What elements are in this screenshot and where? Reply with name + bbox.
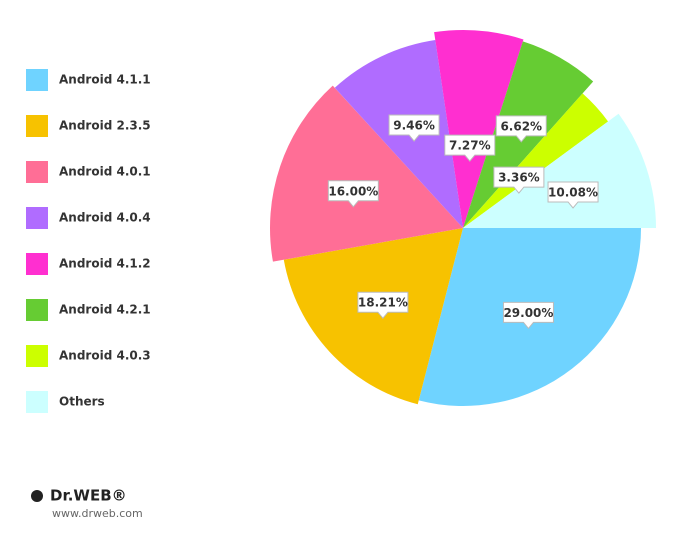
logo: Dr.WEB® www.drweb.com [31,487,143,520]
value-label: 6.62% [500,119,542,133]
brand: Dr.WEB® [50,487,127,505]
label-box [493,166,545,194]
legend-swatch [26,161,48,183]
label-box [327,180,379,208]
legend-swatch [26,253,48,275]
label-box [357,291,409,320]
slice [283,228,463,405]
slice [463,113,656,228]
label-box [502,301,554,330]
legend-swatch [26,207,48,229]
legend-swatch [26,115,48,137]
value-label: 3.36% [498,171,540,185]
legend-label: Android 4.0.1 [59,165,151,179]
legend-label: Android 4.0.3 [59,349,151,363]
legend-swatch [26,345,48,367]
label-box [388,114,440,142]
legend-label: Android 2.3.5 [59,119,151,133]
legend-label: Others [59,395,105,409]
legend-label: Android 4.2.1 [59,303,151,317]
label-box [495,115,547,143]
legend-label: Android 4.1.1 [59,73,151,87]
value-label: 10.08% [548,185,598,199]
label-box [547,181,599,209]
value-label: 16.00% [328,184,378,198]
url: www.drweb.com [52,507,143,520]
legend-swatch [26,299,48,321]
legend-swatch [26,69,48,91]
slice [270,85,463,262]
value-label: 9.46% [393,119,435,133]
logo-icon [31,490,43,502]
value-label: 18.21% [358,296,408,310]
value-labels: 29.00% 18.21% 16.00% 9.46% 7.27% 6.62% 3.36% 10… [327,114,599,330]
value-label: 7.27% [449,139,491,153]
value-label: 29.00% [503,306,553,320]
slice [434,29,524,228]
pie [270,29,656,407]
legend-swatch [26,391,48,413]
legend-label: Android 4.1.2 [59,257,151,271]
label-box [444,134,496,162]
legend: Android 4.1.1 Android 2.3.5 Android 4.0.1 A… [26,69,151,413]
slice [463,93,609,228]
legend-label: Android 4.0.4 [59,211,151,225]
